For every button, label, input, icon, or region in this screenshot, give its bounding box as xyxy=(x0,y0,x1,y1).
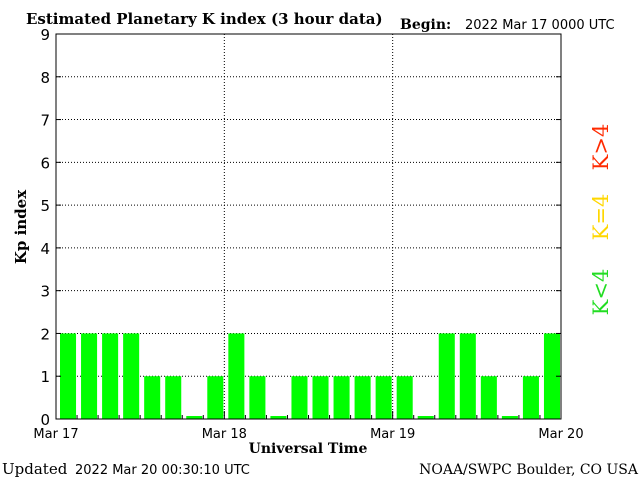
kp-bar xyxy=(165,376,182,419)
y-tick-label: 6 xyxy=(40,154,50,172)
y-tick-label: 1 xyxy=(40,368,50,386)
x-tick-label: Mar 17 xyxy=(33,427,78,442)
updated-label: Updated xyxy=(2,460,68,478)
updated-value: 2022 Mar 20 00:30:10 UTC xyxy=(75,463,250,478)
kp-bar xyxy=(501,416,518,419)
kp-bar xyxy=(375,376,392,419)
x-axis-label: Universal Time xyxy=(249,441,368,457)
kp-bar xyxy=(333,376,350,419)
y-tick-label: 0 xyxy=(40,411,50,429)
y-tick-label: 7 xyxy=(40,112,50,130)
kp-bar xyxy=(291,376,308,419)
kp-bar xyxy=(354,376,371,419)
kp-bar xyxy=(102,333,119,419)
kp-bar xyxy=(207,376,224,419)
y-axis-label: Kp index xyxy=(12,189,30,264)
kp-bar xyxy=(81,333,98,419)
y-tick-label: 9 xyxy=(40,26,50,44)
kp-bar xyxy=(123,333,140,419)
kp-bar xyxy=(144,376,161,419)
legend-equal: K=4 xyxy=(589,194,613,241)
kp-bar xyxy=(228,333,245,419)
y-tick-label: 4 xyxy=(40,240,50,258)
kp-bar xyxy=(459,333,476,419)
kp-bar xyxy=(522,376,539,419)
kp-bar xyxy=(186,416,203,419)
legend-low: K<4 xyxy=(589,269,613,316)
kp-bar xyxy=(480,376,497,419)
chart-title: Estimated Planetary K index (3 hour data… xyxy=(26,10,383,28)
y-tick-label: 3 xyxy=(40,283,50,301)
kp-bar xyxy=(543,333,560,419)
begin-label: Begin: xyxy=(400,17,451,33)
kp-bar xyxy=(249,376,266,419)
kp-bar xyxy=(438,333,455,419)
y-tick-label: 2 xyxy=(40,325,50,343)
y-tick-label: 5 xyxy=(40,197,50,215)
source-credit: NOAA/SWPC Boulder, CO USA xyxy=(419,462,639,478)
kp-bar xyxy=(60,333,77,419)
kp-bar xyxy=(312,376,329,419)
x-tick-label: Mar 18 xyxy=(202,427,247,442)
kp-bar xyxy=(396,376,413,419)
y-tick-label: 8 xyxy=(40,69,50,87)
legend-high: K>4 xyxy=(589,124,613,171)
x-tick-label: Mar 20 xyxy=(538,427,583,442)
kp-bar xyxy=(270,416,287,419)
x-tick-label: Mar 19 xyxy=(370,427,415,442)
plot-area: 0 1 2 3 4 5 6 7 8 9 Mar 17 Mar 18 Mar 19 Mar 20 xyxy=(33,26,583,442)
kp-bar xyxy=(417,416,434,419)
begin-value: 2022 Mar 17 0000 UTC xyxy=(465,18,615,33)
